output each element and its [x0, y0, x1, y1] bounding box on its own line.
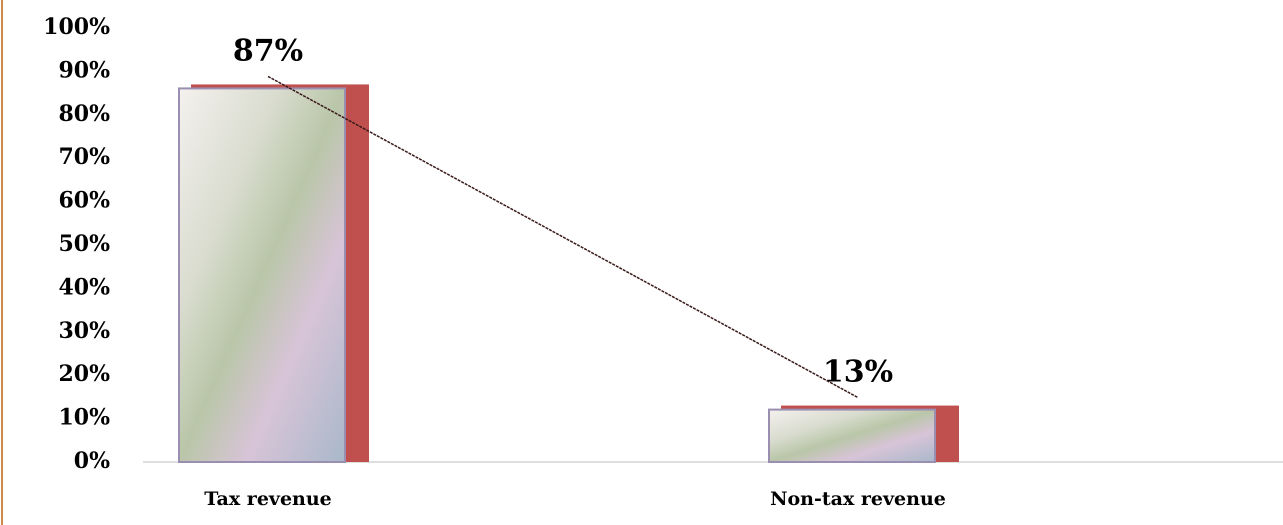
y-tick-label: 60% [58, 188, 110, 214]
chart: 0% 10% 20% 30% 40% 50% 60% 70% 80% 90% 100% Tax rev… [0, 0, 1283, 525]
page: {"chart_data": {"type": "bar", "categori… [0, 0, 1283, 525]
y-tick-label: 30% [58, 318, 110, 344]
value-label: 87% [233, 33, 303, 68]
value-label: 13% [823, 355, 893, 390]
bar-picture [769, 410, 935, 462]
y-tick-label: 20% [58, 361, 110, 387]
y-tick-label: 50% [58, 231, 110, 257]
y-tick-label: 80% [58, 101, 110, 127]
y-tick-label: 10% [58, 405, 110, 431]
y-tick-label: 0% [74, 448, 110, 474]
y-tick-label: 40% [58, 274, 110, 300]
x-tick-label: Non-tax revenue [770, 488, 946, 510]
y-tick-label: 70% [58, 144, 110, 170]
y-tick-label: 90% [58, 57, 110, 83]
bar-picture [179, 88, 345, 462]
y-tick-label: 100% [43, 14, 110, 40]
x-tick-label: Tax revenue [204, 488, 332, 510]
